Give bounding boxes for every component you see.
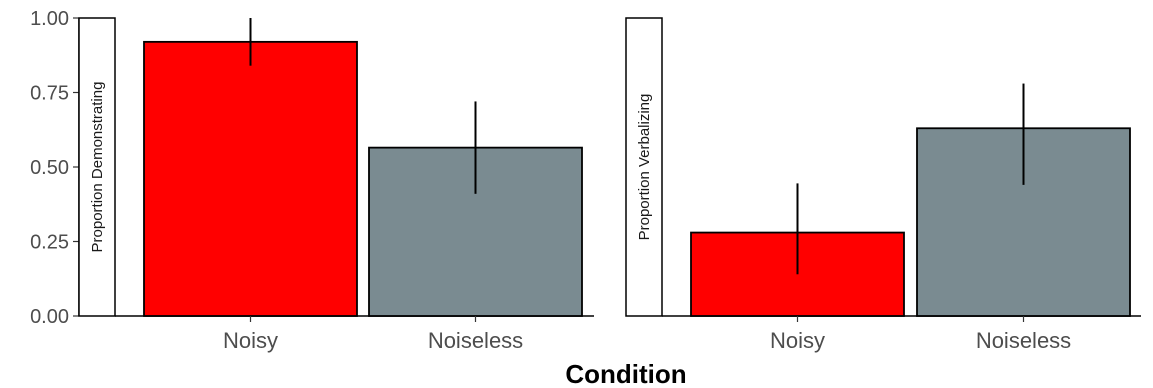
panel-verbalizing: Proportion Verbalizing Noisy Noiseless (625, 17, 1141, 353)
x-tick-label: Noisy (770, 328, 825, 353)
x-axis-label: Condition (565, 359, 686, 388)
y-axis: 0.00 0.25 0.50 0.75 1.00 (30, 8, 80, 328)
panel-demonstrating: Proportion Demonstrating Noisy Noiseless (78, 17, 594, 353)
y-tick-label: 0.00 (30, 306, 69, 328)
x-tick-label: Noiseless (976, 328, 1071, 353)
y-tick-label: 1.00 (30, 8, 69, 30)
facet-strip (625, 17, 663, 317)
x-tick-label: Noisy (223, 328, 278, 353)
y-tick-label: 0.25 (30, 232, 69, 254)
y-tick-label: 0.75 (30, 83, 69, 105)
x-tick-label: Noiseless (428, 328, 523, 353)
facet-strip-label: Proportion Verbalizing (636, 94, 653, 241)
facet-strip-label: Proportion Demonstrating (89, 82, 106, 253)
y-tick-label: 0.50 (30, 157, 69, 179)
facet-strip (78, 17, 116, 317)
bar-noisy (143, 40, 358, 317)
